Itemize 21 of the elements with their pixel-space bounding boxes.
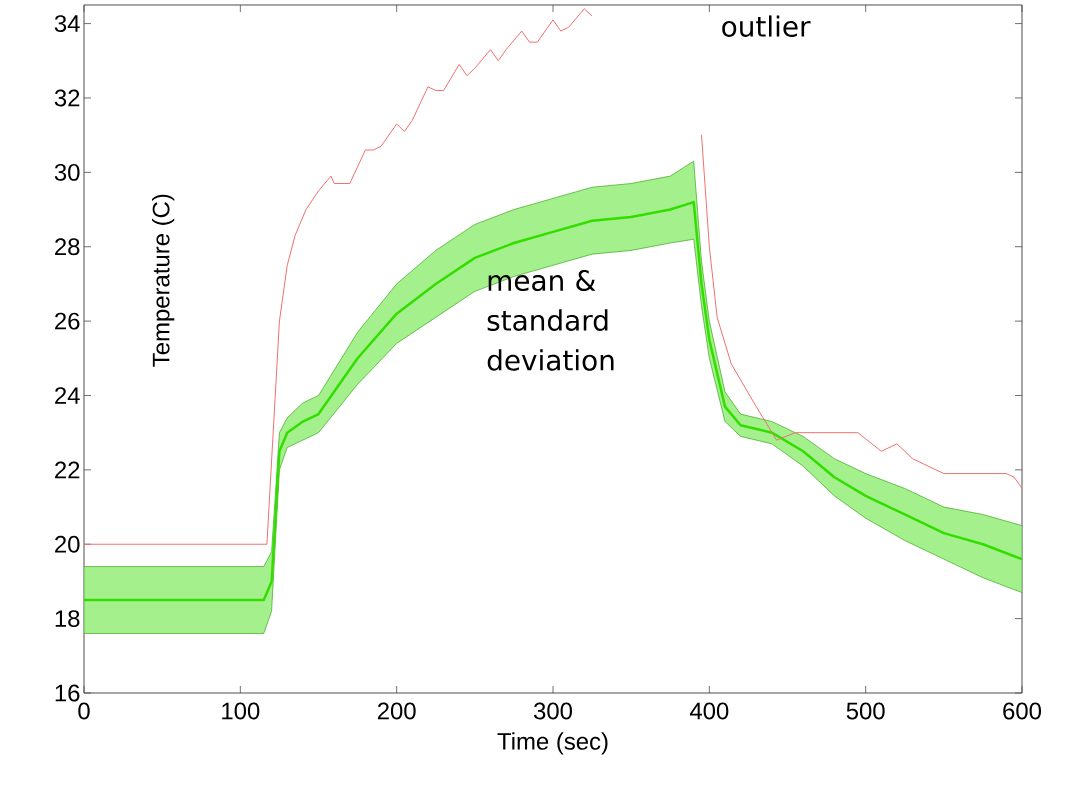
y-tick-label: 24 xyxy=(55,387,80,404)
x-tick-label: 500 xyxy=(846,702,885,720)
x-tick-label: 200 xyxy=(377,702,416,720)
y-tick-label: 22 xyxy=(55,461,80,479)
y-tick-label: 32 xyxy=(54,89,80,107)
y-tick-label: 28 xyxy=(55,238,80,256)
x-tick-label: 600 xyxy=(1003,702,1042,720)
y-tick-label: 30 xyxy=(54,163,80,181)
y-tick-label: 18 xyxy=(55,610,80,628)
x-tick-label: 100 xyxy=(222,702,260,720)
annotation: mean & standard deviation xyxy=(487,269,614,371)
y-tick-label: 26 xyxy=(55,312,80,330)
x-axis-title: Time (sec) xyxy=(497,732,608,755)
x-tick-label: 400 xyxy=(689,702,729,720)
x-tick-label: 300 xyxy=(533,702,572,720)
y-axis-title: Temperature (C) xyxy=(152,194,175,367)
y-tick-label: 20 xyxy=(55,535,80,553)
x-tick-label: 0 xyxy=(78,702,90,720)
y-tick-label: 16 xyxy=(55,684,80,702)
y-tick-label: 34 xyxy=(54,15,80,33)
annotation: outlier xyxy=(722,15,811,37)
